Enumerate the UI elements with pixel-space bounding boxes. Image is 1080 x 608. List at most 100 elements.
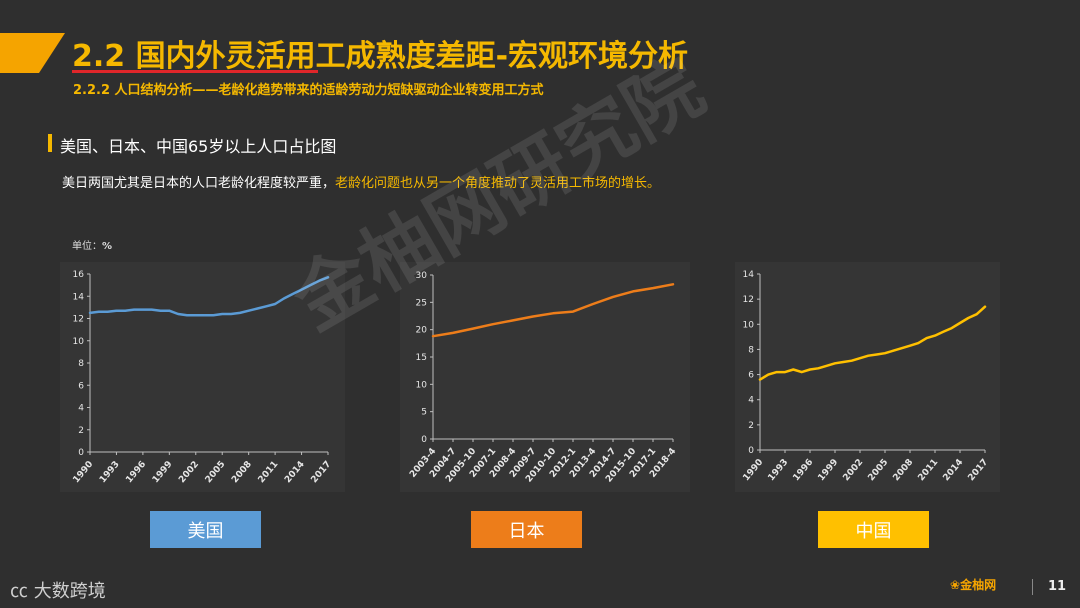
data-point [984,305,986,308]
page-subtitle: 2.2.2 人口结构分析——老龄化趋势带来的适龄劳动力短缺驱动企业转变用工方式 [73,83,544,98]
data-point [652,287,654,289]
unit-label-text: 单位： [72,241,102,252]
data-point [203,314,206,316]
x-tick-label: 2008 [892,458,916,484]
data-point [247,309,250,312]
data-point [800,371,803,373]
y-tick-label: 10 [73,337,85,347]
section-marker [48,134,52,152]
section-description: 美日两国尤其是日本的人口老龄化程度较严重，老龄化问题也从另一个角度推动了灵活用工… [62,172,660,191]
data-point [950,327,953,329]
y-tick-label: 0 [748,446,754,456]
data-point [834,362,836,365]
legend-button-china[interactable]: 中国 [818,511,929,548]
y-tick-label: 14 [73,292,85,302]
x-tick-label: 1990 [742,458,766,484]
data-point [291,293,294,295]
y-tick-label: 15 [416,353,427,363]
page-separator [1032,579,1033,595]
data-point [632,290,634,293]
data-point [934,334,936,337]
y-tick-label: 14 [743,270,755,280]
data-point [472,327,474,330]
data-point [327,276,329,279]
y-tick-label: 4 [78,404,84,414]
title-accent-bar [0,33,65,73]
data-point [512,319,514,322]
title-underline [72,70,318,73]
data-point [283,297,285,300]
data-point [177,313,179,315]
data-point [552,312,554,315]
y-tick-label: 2 [78,426,84,436]
y-tick-label: 12 [73,315,84,325]
data-point [775,371,778,373]
x-tick-label: 1993 [767,458,791,484]
data-point [256,307,259,310]
data-point [265,305,268,308]
data-point [318,279,321,282]
legend-button-usa[interactable]: 美国 [150,511,261,548]
data-point [124,309,127,312]
x-tick-label: 2008 [230,460,254,486]
y-tick-label: 12 [743,295,754,305]
x-tick-label: 2017 [310,460,334,486]
y-tick-label: 4 [748,396,754,406]
x-tick-label: 1993 [98,460,122,486]
data-point [309,284,312,286]
data-point [150,308,153,311]
y-tick-label: 30 [416,271,428,281]
data-point [221,313,223,315]
section-title: 美国、日本、中国65岁以上人口占比图 [60,137,337,156]
y-tick-label: 25 [416,298,427,308]
data-point [186,314,188,316]
data-point [239,312,241,314]
y-tick-label: 20 [416,326,428,336]
x-tick-label: 2005 [204,460,228,486]
data-point [909,344,911,347]
data-point [925,337,928,339]
chart-panel-japan: 0 5 10 15 20 25 30 2003-4 2004-7 2005-10 2007-1 200… [400,262,690,492]
data-point [106,311,109,313]
data-point [168,309,171,312]
data-point [967,317,970,319]
data-point [672,283,674,286]
legend-button-japan[interactable]: 日本 [471,511,582,548]
x-tick-label: 2011 [257,460,281,486]
data-point [867,354,870,357]
data-point [133,308,135,311]
x-tick-label: 2011 [917,458,941,484]
x-tick-label: 2014 [942,458,966,484]
data-point [975,313,978,315]
data-point [612,296,614,298]
brand-logo: ❀金柚网 [950,578,997,592]
data-point [212,314,215,316]
data-point [115,309,118,312]
brand-logo-text: 金柚网 [960,578,997,592]
x-tick-label: 2002 [842,458,866,484]
data-point [159,309,162,312]
y-tick-label: 8 [78,359,84,369]
x-tick-label: 2014 [283,460,307,486]
footer-logo: ㏄ 大数跨境 [10,581,106,602]
data-point [274,303,276,305]
y-tick-label: 10 [416,380,428,390]
data-point [89,312,91,314]
y-tick-label: 5 [421,408,427,418]
chart-usa: 0 2 4 6 8 10 12 14 16 1990 1993 1996 1999 2002 2005 200… [72,270,334,486]
data-point [300,288,303,291]
data-point [142,308,144,311]
data-point [942,331,945,333]
y-tick-label: 0 [421,435,427,445]
series-line [431,283,675,338]
data-point [959,322,961,324]
data-point [767,373,770,376]
y-tick-label: 16 [73,270,85,280]
description-highlight: 老龄化问题也从另一个角度推动了灵活用工市场的增长。 [335,176,661,191]
series-line [758,305,987,381]
description-normal: 美日两国尤其是日本的人口老龄化程度较严重， [62,176,336,191]
y-tick-label: 0 [78,448,84,458]
data-point [784,371,786,373]
data-point [230,313,232,315]
y-tick-label: 2 [748,421,754,431]
